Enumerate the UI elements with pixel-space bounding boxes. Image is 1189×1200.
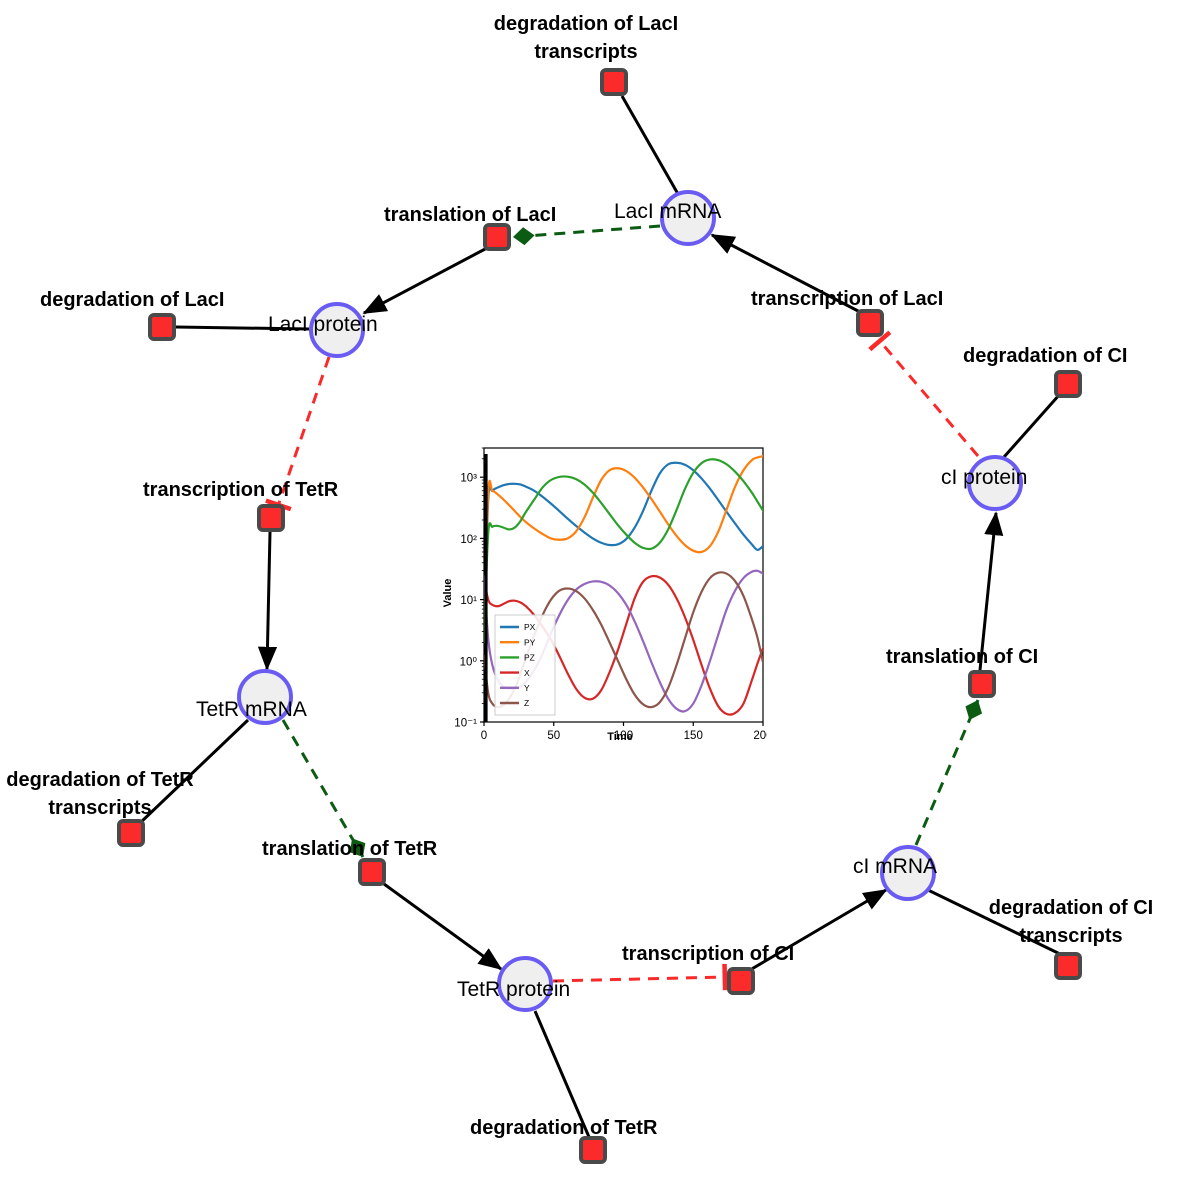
reaction-label-deg_laci: degradation of LacI [40, 289, 224, 311]
reaction-label-transl_ci: translation of CI [886, 646, 1038, 668]
x-tick-label: 0 [481, 730, 487, 742]
x-tick-label: 200 [753, 730, 767, 742]
series-line-X [484, 574, 763, 716]
edge-inhibition [868, 330, 980, 457]
plot-ticks: 0 50 100 150 200 10⁻¹ 10⁰ 10¹ 10² 10³ [454, 447, 767, 742]
reaction-label-tx_tetr: transcription of TetR [143, 479, 339, 501]
reaction-node-tx_ci[interactable] [727, 967, 755, 995]
y-axis-title: Value [442, 579, 454, 608]
x-tick-label: 100 [614, 730, 633, 742]
legend-label-PZ: PZ [524, 653, 535, 663]
reaction-node-tx_tetr[interactable] [257, 504, 285, 532]
y-tick-label: 10² [460, 534, 477, 546]
legend-label-PX: PX [524, 622, 536, 632]
reaction-label-tx_ci: transcription of CI [622, 943, 794, 965]
x-axis-title: Time [607, 731, 632, 743]
y-tick-label: 10¹ [460, 595, 477, 607]
edge-substrate [620, 95, 680, 195]
y-tick-label: 10³ [460, 473, 477, 485]
edge-inhibition [265, 356, 331, 512]
reaction-node-tx_laci[interactable] [856, 309, 884, 337]
edge-substrate [362, 246, 488, 315]
series-line-PZ [484, 458, 763, 644]
species-label-tetr_prot: TetR protein [457, 978, 570, 1001]
node-layer [117, 68, 1082, 1164]
reaction-node-transl_laci[interactable] [483, 223, 511, 251]
reaction-label-deg_tetr: degradation of TetR [470, 1117, 658, 1139]
reaction-node-deg_ci_tx[interactable] [1054, 952, 1082, 980]
legend-label-PY: PY [524, 637, 536, 647]
reaction-label-deg_tetr_tx-line2: transcripts [48, 797, 151, 819]
reaction-label-transl_laci: translation of LacI [384, 204, 556, 226]
reaction-node-transl_ci[interactable] [968, 670, 996, 698]
species-node-tetr_mrna[interactable] [237, 669, 293, 725]
reaction-node-transl_tetr[interactable] [358, 858, 386, 886]
species-node-ci_prot[interactable] [967, 455, 1023, 511]
edge-substrate [1002, 393, 1062, 458]
reaction-label-tx_laci: transcription of LacI [751, 288, 943, 310]
reaction-label-deg_laci_tx-line2: transcripts [534, 41, 637, 63]
edge-catalysis [914, 699, 983, 846]
species-node-ci_mrna[interactable] [880, 845, 936, 901]
y-tick-label: 10⁰ [460, 656, 478, 668]
edge-substrate [175, 325, 310, 331]
chart-legend: PX PY PZ XYZ [494, 614, 556, 716]
legend-label-Y: Y [524, 683, 530, 693]
edge-substrate [749, 888, 888, 972]
species-label-laci_prot: LacI protein [268, 313, 378, 336]
y-tick-label: 10⁻¹ [454, 718, 477, 730]
x-tick-label: 150 [684, 730, 703, 742]
reaction-node-deg_tetr[interactable] [579, 1136, 607, 1164]
reaction-label-transl_tetr: translation of TetR [262, 838, 438, 860]
species-node-tetr_prot[interactable] [497, 956, 553, 1012]
edge-catalysis [512, 224, 661, 246]
edge-substrate [533, 1010, 591, 1138]
edge-substrate [978, 511, 1004, 671]
species-label-ci_mrna: cI mRNA [853, 855, 937, 878]
reaction-label-deg_laci_tx: degradation of LacI [494, 13, 678, 35]
edge-substrate [927, 888, 1061, 956]
reaction-node-deg_laci_tx[interactable] [600, 68, 628, 96]
x-tick-label: 50 [547, 730, 560, 742]
legend-box [494, 614, 556, 716]
species-label-ci_prot: cI protein [941, 466, 1027, 489]
species-node-laci_prot[interactable] [309, 302, 365, 358]
edge-substrate [710, 233, 861, 314]
species-label-tetr_mrna: TetR mRNA [196, 698, 307, 721]
edge-substrate [383, 882, 503, 971]
series-line-PX [484, 461, 763, 644]
reaction-label-deg_ci_tx: degradation of CI [989, 897, 1153, 919]
reaction-label-deg_ci_tx-line2: transcripts [1019, 925, 1122, 947]
species-label-laci_mrna: LacI mRNA [614, 200, 721, 223]
series-line-PY [484, 455, 763, 644]
edge-catalysis [281, 719, 366, 858]
edge-layer [138, 95, 1062, 1138]
edge-substrate [257, 531, 278, 671]
reaction-node-deg_laci[interactable] [148, 313, 176, 341]
edge-inhibition [552, 963, 728, 991]
timecourse-chart: 0 50 100 150 200 10⁻¹ 10⁰ 10¹ 10² 10³ PX PY PZ XYZ T… [437, 435, 767, 750]
timecourse-inset-plot: 0 50 100 150 200 10⁻¹ 10⁰ 10¹ 10² 10³ PX PY PZ XYZ T… [437, 435, 767, 750]
reaction-label-deg_ci: degradation of CI [963, 345, 1127, 367]
reaction-node-deg_tetr_tx[interactable] [117, 819, 145, 847]
legend-label-Z: Z [524, 698, 529, 708]
reaction-label-deg_tetr_tx: degradation of TetR [6, 769, 194, 791]
legend-label-X: X [524, 668, 530, 678]
species-node-laci_mrna[interactable] [660, 190, 716, 246]
reaction-node-deg_ci[interactable] [1054, 370, 1082, 398]
label-layer: degradation of LacI transcripts translatio… [6, 13, 1153, 1139]
edge-substrate [138, 718, 250, 825]
